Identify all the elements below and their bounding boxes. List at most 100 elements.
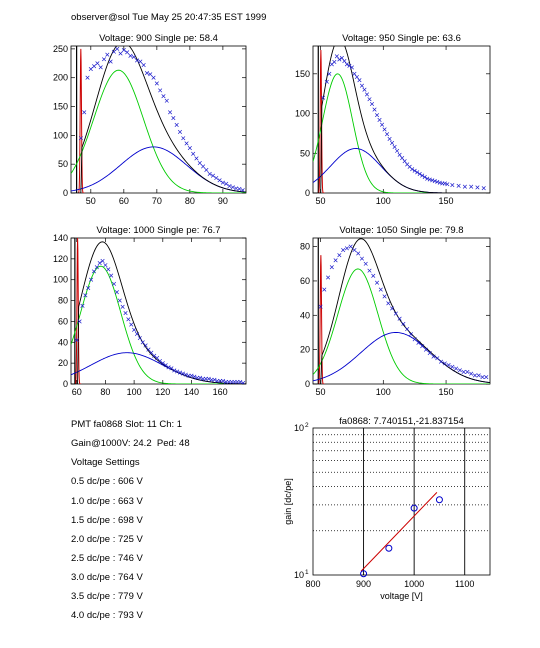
data-point	[123, 311, 128, 316]
data-point	[207, 171, 212, 177]
data-point	[430, 178, 435, 183]
data-point	[230, 185, 235, 190]
y-tick-label: 50	[300, 148, 310, 158]
info-line: PMT fa0868 Slot: 11 Ch: 1	[71, 419, 183, 430]
data-point	[189, 373, 194, 378]
data-point	[114, 290, 119, 295]
x-tick-label: 50	[316, 387, 326, 397]
y-tick-label: 140	[53, 233, 68, 243]
y-tick-label: 50	[58, 159, 68, 169]
data-point	[138, 59, 143, 64]
y-tick-label: 100	[295, 109, 310, 119]
data-point	[192, 374, 197, 379]
data-point	[359, 83, 365, 88]
x-tick-label: 100	[376, 196, 391, 206]
data-point	[177, 129, 183, 134]
data-point	[187, 145, 192, 151]
data-point	[329, 265, 334, 270]
data-point	[461, 369, 466, 375]
data-point	[77, 319, 82, 324]
data-point	[177, 370, 183, 375]
data-point	[111, 49, 116, 54]
histogram-panel: Voltage: 1050 Single pe: 79.8 50 100 150 0 20…	[300, 225, 491, 397]
data-point	[454, 366, 459, 371]
histogram-panel: Voltage: 950 Single pe: 63.6 50 100 150 0 50 1…	[295, 33, 491, 206]
single-pe-curve	[313, 73, 490, 193]
data-point	[337, 57, 342, 62]
data-point	[94, 265, 99, 270]
data-point	[469, 371, 474, 376]
data-point	[469, 184, 474, 189]
total-fit-curve	[71, 46, 246, 193]
x-tick-label: 70	[152, 196, 162, 206]
data-point	[157, 359, 162, 364]
data-point	[349, 65, 354, 70]
data-point	[339, 55, 344, 60]
data-point	[158, 88, 163, 93]
data-point	[385, 132, 390, 137]
data-point	[152, 353, 157, 358]
plot-frame	[312, 45, 491, 194]
data-point	[397, 316, 402, 321]
data-point	[432, 179, 437, 184]
multi-pe-curve	[313, 148, 490, 193]
data-point	[184, 141, 189, 146]
single-pe-curve	[313, 268, 490, 384]
data-point	[180, 371, 185, 376]
data-point	[210, 173, 216, 178]
data-point	[161, 94, 166, 99]
voltage-setting: 1.0 dc/pe : 663 V	[71, 496, 143, 507]
data-point	[131, 54, 136, 60]
data-point	[237, 186, 242, 192]
data-point	[91, 269, 96, 274]
data-point	[134, 58, 140, 63]
data-point	[450, 183, 455, 188]
data-point	[89, 277, 94, 282]
data-point	[132, 327, 137, 332]
data-point	[120, 304, 125, 309]
data-point	[400, 155, 405, 161]
data-point	[420, 344, 425, 349]
x-tick-label: 50	[316, 196, 326, 206]
y-tick-label: 0	[305, 379, 310, 389]
data-point	[118, 51, 123, 56]
data-point	[484, 375, 489, 380]
y-tick-exponent: 2	[305, 422, 309, 429]
data-point	[462, 184, 467, 189]
data-point	[129, 322, 134, 327]
header-text: observer@sol Tue May 25 20:47:35 EST 199…	[71, 12, 266, 23]
plot-area	[313, 238, 490, 384]
gain-fit-line	[360, 491, 438, 572]
chart-title: Voltage: 950 Single pe: 63.6	[342, 33, 461, 44]
data-point	[425, 176, 430, 181]
data-point	[326, 275, 331, 280]
data-point	[163, 363, 168, 368]
voltage-setting: 2.5 dc/pe : 746 V	[71, 553, 143, 564]
data-point	[227, 184, 232, 189]
data-point	[324, 79, 329, 84]
data-point	[412, 168, 417, 173]
x-tick-label: 1100	[455, 579, 474, 589]
data-point	[344, 62, 349, 67]
data-point	[374, 113, 380, 118]
y-tick-label: 80	[58, 296, 68, 306]
data-point	[431, 354, 436, 359]
data-point	[420, 173, 425, 178]
data-point	[442, 361, 447, 366]
data-point	[437, 180, 442, 185]
data-point	[141, 62, 146, 68]
data-point	[333, 258, 338, 263]
y-tick-label: 100	[53, 130, 68, 140]
data-point	[341, 247, 346, 253]
single-pe-curve	[71, 265, 246, 384]
data-point	[412, 337, 417, 342]
data-point	[115, 46, 120, 51]
data-point	[465, 369, 470, 375]
data-point	[476, 373, 481, 378]
plot-frame	[70, 237, 247, 385]
gain-data-point	[410, 504, 418, 512]
plot-area	[71, 46, 246, 193]
x-tick-label: 60	[119, 196, 129, 206]
data-point	[359, 256, 365, 261]
data-point	[224, 181, 229, 186]
